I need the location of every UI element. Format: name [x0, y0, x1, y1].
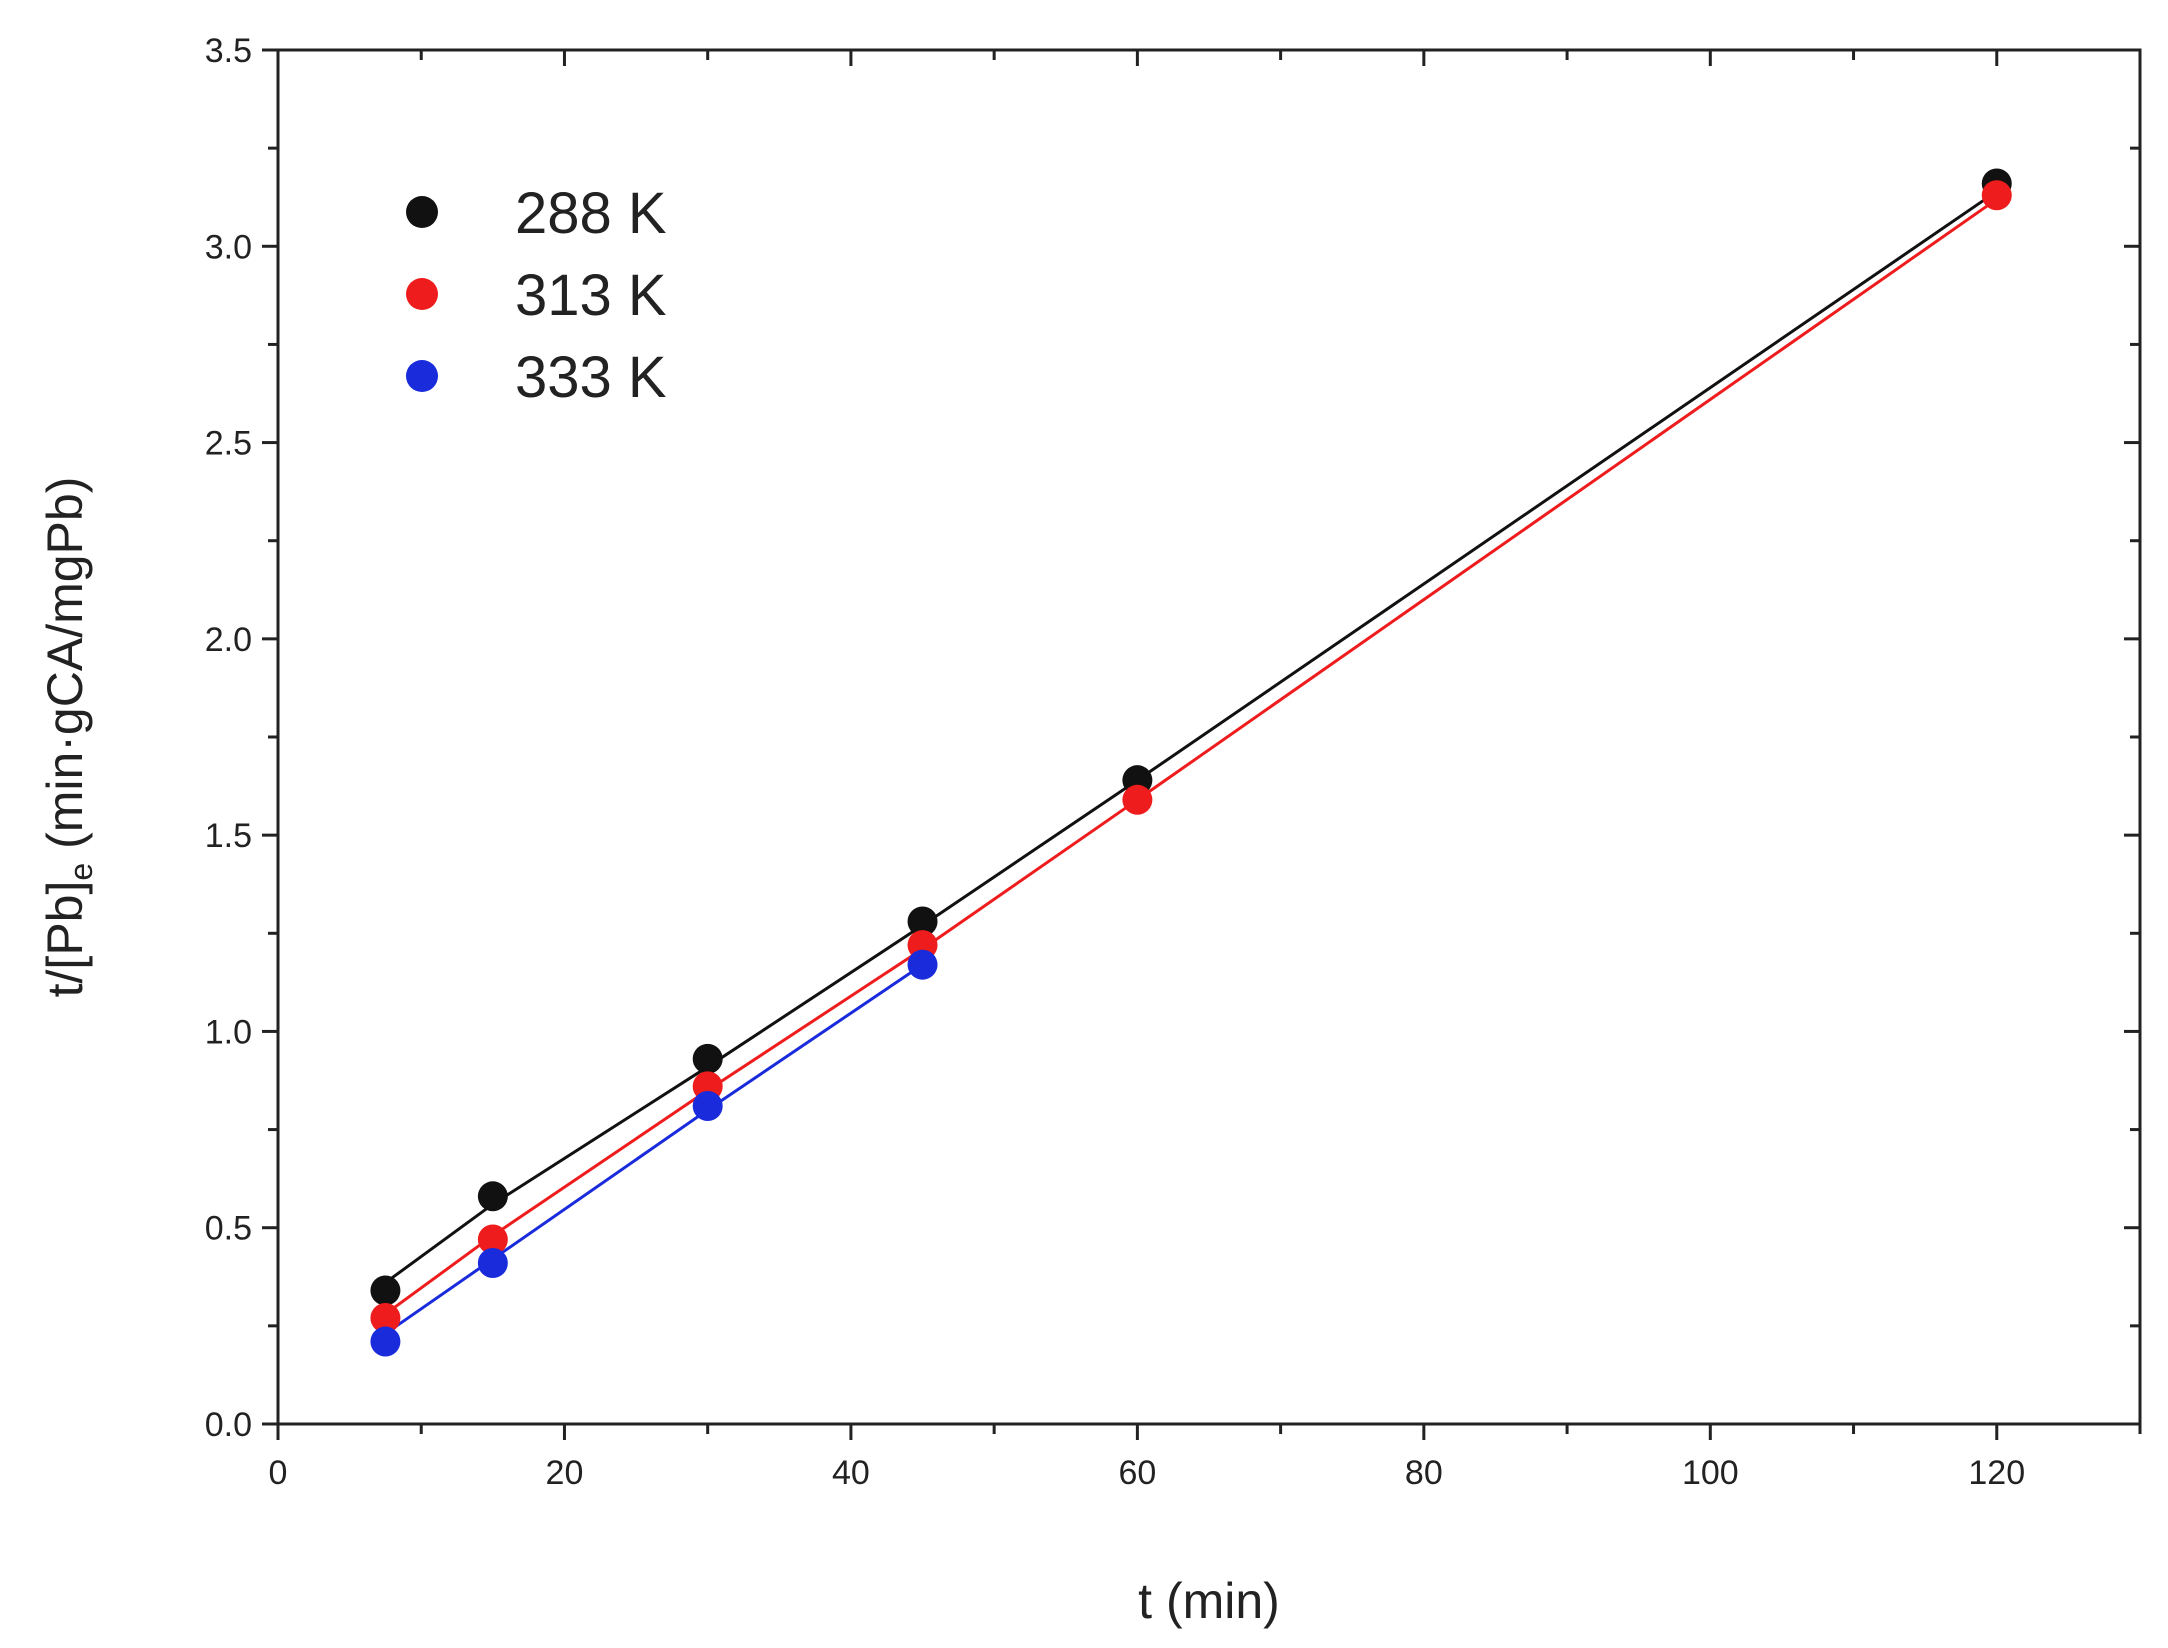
data-point — [1981, 180, 2012, 211]
data-point — [907, 906, 938, 937]
data-points — [370, 168, 2012, 1357]
x-tick-label: 120 — [1968, 1454, 2025, 1492]
data-point — [370, 1303, 401, 1334]
legend-label: 333 K — [515, 345, 667, 410]
legend-marker — [406, 196, 438, 228]
fit-line-1 — [384, 197, 1998, 1316]
legend-marker — [406, 360, 438, 392]
data-point — [370, 1275, 401, 1306]
y-tick-label: 3.0 — [205, 228, 252, 266]
x-tick-label: 0 — [269, 1454, 288, 1492]
data-point — [370, 1326, 401, 1357]
data-point — [477, 1248, 508, 1279]
legend-label: 288 K — [515, 181, 667, 246]
legend: 288 K 313 K 333 K — [406, 181, 667, 410]
axis-ticks — [262, 48, 2142, 1440]
x-tick-label: 80 — [1405, 1454, 1443, 1492]
data-point — [477, 1181, 508, 1212]
x-axis-title: t (min) — [1138, 1573, 1280, 1629]
plot-area — [276, 48, 2142, 1426]
fit-line-0 — [384, 190, 1998, 1284]
y-tick-label: 2.5 — [205, 425, 252, 463]
y-tick-label: 1.5 — [205, 817, 252, 855]
legend-marker — [406, 278, 438, 310]
y-tick-label: 0.5 — [205, 1210, 252, 1248]
axis-tick-labels: 0 20 40 60 80 100 120 0.0 0.5 1.0 1.5 2.0 2.5 3.0 3.5 — [205, 32, 2025, 1492]
y-tick-label: 1.0 — [205, 1013, 252, 1051]
legend-label: 313 K — [515, 263, 667, 328]
data-point — [477, 1224, 508, 1255]
y-tick-label: 2.0 — [205, 621, 252, 659]
x-tick-label: 60 — [1118, 1454, 1156, 1492]
plot-frame — [276, 48, 2142, 1426]
x-tick-label: 40 — [832, 1454, 870, 1492]
y-axis-title: t/[Pb]e (min·gCA/mgPb) — [37, 477, 99, 998]
y-axis-title-subscript: e — [63, 863, 99, 881]
x-tick-label: 100 — [1682, 1454, 1739, 1492]
data-point — [692, 1091, 723, 1122]
data-point — [907, 949, 938, 980]
y-tick-label: 0.0 — [205, 1406, 252, 1444]
y-axis-title-main: t/[Pb] — [37, 881, 93, 998]
fit-line-2 — [384, 963, 924, 1335]
data-point — [692, 1043, 723, 1074]
data-point — [1122, 784, 1153, 815]
x-tick-label: 20 — [546, 1454, 584, 1492]
fit-lines — [384, 190, 1998, 1335]
y-tick-label: 3.5 — [205, 32, 252, 70]
y-axis-title-units: (min·gCA/mgPb) — [37, 477, 93, 863]
